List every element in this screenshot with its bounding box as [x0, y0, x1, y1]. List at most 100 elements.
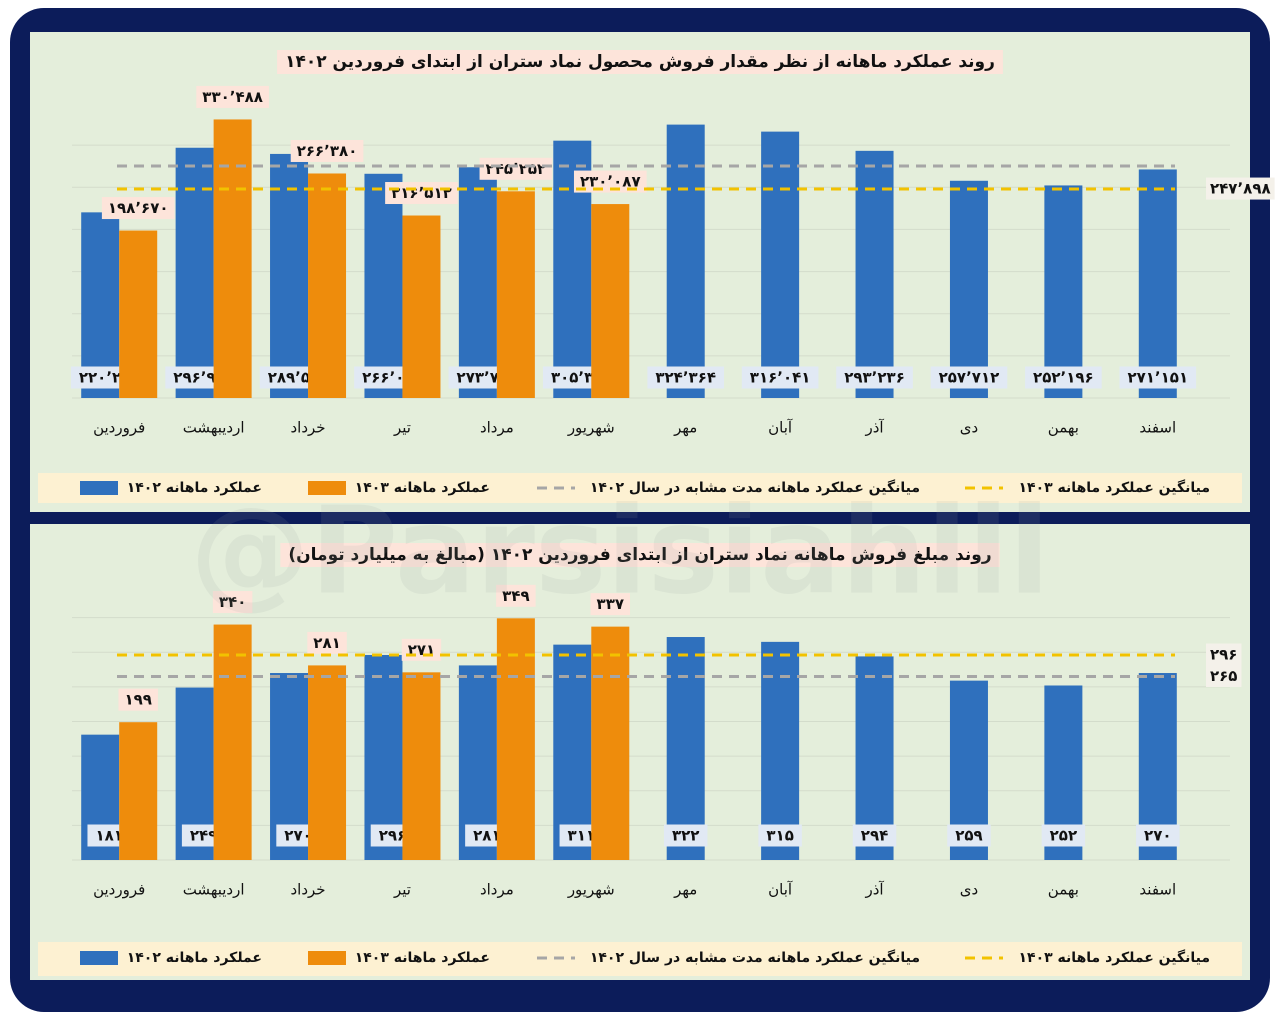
- bar: [213, 624, 252, 860]
- x-tick-label: اسفند: [1139, 881, 1176, 899]
- bar: [591, 204, 630, 398]
- bar: [496, 618, 535, 860]
- label-box: [277, 50, 1003, 74]
- x-tick-label: مرداد: [480, 881, 514, 899]
- label-box: [836, 366, 913, 389]
- x-tick-label: دی: [960, 881, 978, 899]
- bar: [402, 215, 441, 398]
- value-label: ۳۳۰٬۴۸۸: [202, 88, 263, 106]
- chart-title: روند مبلغ فروش ماهانه نماد ستران از ابتد…: [288, 545, 991, 565]
- value-label: ۲۵۹: [955, 827, 982, 845]
- x-tick-label: اسفند: [1139, 419, 1176, 437]
- label-box: [496, 584, 536, 607]
- x-tick-label: بهمن: [1048, 419, 1079, 437]
- bar: [761, 641, 800, 860]
- label-box: [290, 139, 364, 162]
- value-label: ۳۳۷: [597, 595, 624, 613]
- value-label: ۳۲۲: [672, 827, 699, 845]
- legend-label: میانگین عملکرد ماهانه مدت مشابه در سال ۱…: [590, 479, 920, 496]
- x-tick-label: آبان: [768, 419, 793, 437]
- bar: [666, 124, 705, 398]
- label-box: [196, 85, 269, 108]
- x-tick-label: مرداد: [480, 419, 514, 437]
- bar: [591, 626, 630, 860]
- legend-label: عملکرد ماهانه ۱۴۰۳: [355, 480, 490, 496]
- label-box: [647, 366, 725, 389]
- label-box: [852, 824, 897, 847]
- x-tick-label: شهریور: [567, 419, 615, 437]
- x-tick-label: تیر: [393, 419, 411, 437]
- value-label: ۲۴۹: [190, 827, 217, 845]
- value-label: ۳۴۰: [219, 593, 246, 611]
- legend-label: میانگین عملکرد ماهانه مدت مشابه در سال ۱…: [590, 949, 920, 966]
- bar: [175, 147, 214, 398]
- label-box: [1206, 177, 1275, 200]
- chart-title: روند عملکرد ماهانه از نظر مقدار فروش محص…: [285, 52, 995, 72]
- legend-label: میانگین عملکرد ماهانه ۱۴۰۳: [1019, 479, 1211, 496]
- label-box: [1206, 643, 1242, 666]
- x-tick-label: آذر: [864, 881, 884, 899]
- legend-label: عملکرد ماهانه ۱۴۰۲: [127, 950, 262, 966]
- legend-swatch: [308, 951, 346, 965]
- legend-swatch: [308, 481, 346, 495]
- x-tick-label: مهر: [673, 881, 697, 899]
- label-box: [101, 197, 175, 220]
- value-label: ۲۶۶٬۳۸۰: [297, 142, 358, 160]
- value-label: ۱۸۱: [95, 827, 122, 845]
- value-label: ۲۹۴: [861, 827, 888, 845]
- value-label: ۲۳۰٬۰۸۷: [580, 173, 641, 191]
- average-label: ۲۴۷٬۸۹۸: [1210, 180, 1271, 198]
- value-label: ۳۱۱: [568, 827, 595, 845]
- value-label: ۲۹۶: [379, 827, 406, 845]
- watermark: @Parsisiahlll: [190, 483, 1050, 622]
- label-box: [741, 366, 819, 389]
- bar: [119, 722, 158, 860]
- value-label: ۲۴۵٬۲۵۲: [486, 160, 547, 178]
- x-tick-label: خرداد: [291, 881, 326, 899]
- label-box: [212, 591, 253, 614]
- label-box: [663, 824, 708, 847]
- label-box: [1136, 824, 1180, 847]
- x-tick-label: فروردین: [93, 419, 145, 437]
- x-tick-label: مهر: [673, 419, 697, 437]
- x-tick-label: شهریور: [567, 881, 615, 899]
- value-label: ۲۹۳٬۲۳۶: [844, 369, 905, 387]
- bar: [458, 167, 497, 398]
- label-box: [385, 182, 458, 205]
- value-label: ۲۱۶٬۵۱۲: [391, 184, 452, 202]
- legend-bg: [38, 473, 1242, 503]
- label-box: [1206, 664, 1242, 687]
- value-label: ۲۷۰: [284, 827, 311, 845]
- bar: [949, 180, 988, 398]
- bar: [855, 150, 894, 398]
- x-tick-label: آبان: [768, 881, 793, 899]
- label-box: [573, 170, 647, 193]
- label-box: [118, 688, 158, 711]
- value-label: ۲۵۲٬۱۹۶: [1033, 369, 1094, 387]
- value-label: ۲۵۷٬۷۱۲: [939, 369, 1000, 387]
- value-label: ۲۵۲: [1050, 827, 1077, 845]
- value-label: ۱۹۹: [124, 691, 151, 709]
- legend-bg: [38, 942, 1242, 976]
- value-label: ۳۱۶٬۰۴۱: [750, 369, 811, 387]
- bar: [402, 672, 441, 860]
- bar: [308, 173, 347, 398]
- average-label: ۲۶۵: [1210, 667, 1237, 685]
- value-label: ۳۲۴٬۳۶۴: [655, 369, 716, 387]
- bar: [496, 191, 535, 398]
- legend-label: عملکرد ماهانه ۱۴۰۲: [127, 480, 262, 496]
- label-box: [307, 631, 347, 654]
- value-label: ۲۷۰: [1144, 827, 1171, 845]
- value-label: ۲۸۱: [473, 827, 500, 845]
- x-tick-label: آذر: [864, 419, 884, 437]
- value-label: ۱۹۸٬۶۷۰: [108, 199, 169, 217]
- value-label: ۳۱۵: [766, 827, 793, 845]
- label-box: [947, 824, 991, 847]
- label-box: [479, 157, 553, 180]
- x-tick-label: تیر: [393, 881, 411, 899]
- value-label: ۲۷۱٬۱۵۱: [1127, 369, 1188, 387]
- label-box: [930, 366, 1008, 389]
- x-tick-label: اردیبهشت: [183, 881, 245, 899]
- bar: [213, 119, 252, 398]
- value-label: ۲۸۱: [313, 634, 340, 652]
